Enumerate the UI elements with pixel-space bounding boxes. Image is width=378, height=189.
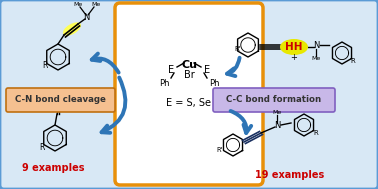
Text: HH: HH bbox=[285, 42, 303, 52]
Text: E: E bbox=[168, 65, 174, 75]
Ellipse shape bbox=[63, 22, 81, 36]
Text: 9 examples: 9 examples bbox=[22, 163, 84, 173]
Text: R': R' bbox=[217, 147, 223, 153]
Text: R: R bbox=[39, 143, 45, 152]
FancyBboxPatch shape bbox=[213, 88, 335, 112]
Text: H: H bbox=[49, 104, 55, 112]
Text: Cu: Cu bbox=[181, 60, 197, 70]
Text: Me: Me bbox=[311, 57, 321, 61]
Text: Ph: Ph bbox=[209, 78, 219, 88]
Text: Me: Me bbox=[273, 109, 282, 115]
Text: C-C bond formation: C-C bond formation bbox=[226, 95, 322, 105]
FancyBboxPatch shape bbox=[6, 88, 115, 112]
Text: R: R bbox=[42, 61, 48, 70]
Text: E: E bbox=[204, 65, 210, 75]
Text: Me: Me bbox=[91, 2, 101, 8]
Text: Ph: Ph bbox=[159, 78, 169, 88]
Text: R: R bbox=[314, 130, 318, 136]
Text: R': R' bbox=[234, 46, 241, 52]
Text: E = S, Se: E = S, Se bbox=[166, 98, 212, 108]
Text: N: N bbox=[83, 12, 89, 22]
Text: R: R bbox=[351, 58, 355, 64]
Text: +: + bbox=[291, 53, 297, 61]
Text: C-N bond cleavage: C-N bond cleavage bbox=[15, 95, 105, 105]
Ellipse shape bbox=[280, 39, 308, 55]
Text: Me: Me bbox=[73, 2, 83, 8]
Text: Br: Br bbox=[184, 70, 194, 80]
Text: O: O bbox=[55, 94, 61, 102]
Text: N: N bbox=[274, 121, 280, 129]
Text: N: N bbox=[313, 40, 319, 50]
Text: 19 examples: 19 examples bbox=[256, 170, 325, 180]
FancyBboxPatch shape bbox=[115, 3, 263, 185]
